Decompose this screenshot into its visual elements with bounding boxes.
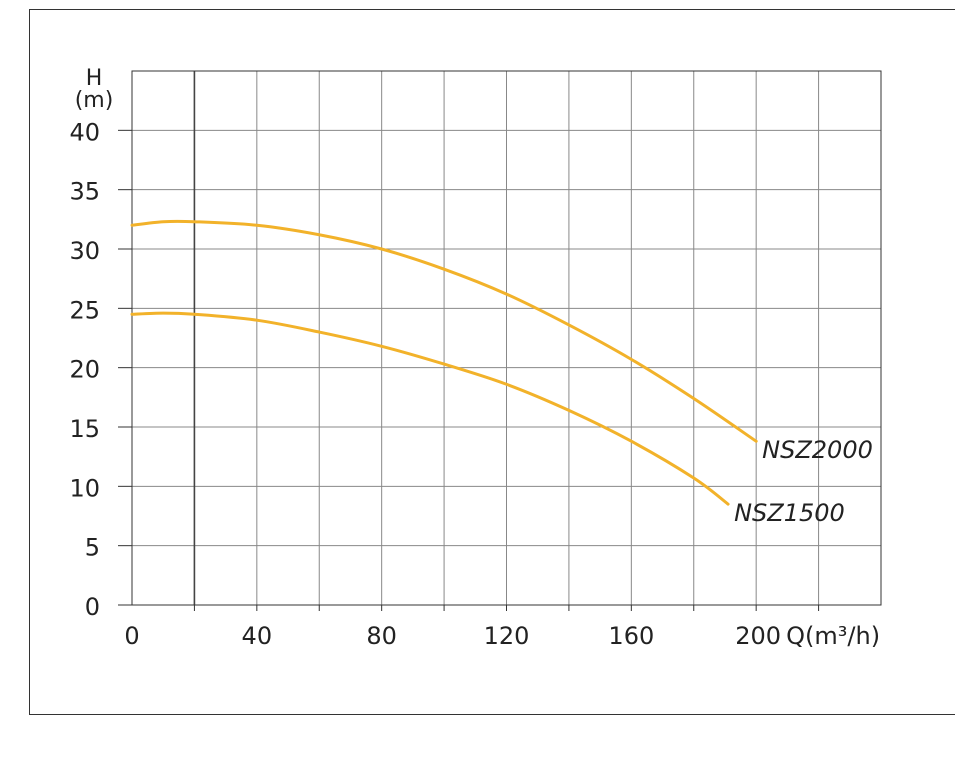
y-tick-label: 20 <box>69 356 100 384</box>
y-tick-label: 35 <box>69 178 100 206</box>
x-tick-label: 40 <box>242 622 273 650</box>
y-tick-labels: 0 5 10 15 20 25 30 35 40 <box>69 118 100 621</box>
series-label-nsz2000: NSZ2000 <box>762 436 873 464</box>
y-tick-label: 40 <box>69 118 100 146</box>
curve-nsz2000 <box>130 219 758 443</box>
y-tick-label: 10 <box>69 474 100 502</box>
x-axis-label: Q(m³/h) <box>786 622 880 650</box>
y-tick-label: 15 <box>69 415 100 443</box>
y-tick-label: 30 <box>69 237 100 265</box>
x-tick-label: 200 <box>735 622 781 650</box>
curve-nsz1500 <box>130 311 730 506</box>
y-tick-label: 25 <box>69 296 100 324</box>
chart-frame <box>29 9 955 715</box>
curves <box>130 219 758 506</box>
y-axis-unit: (m) <box>75 88 114 113</box>
x-tick-label: 120 <box>484 622 530 650</box>
y-tick-label: 0 <box>85 593 100 621</box>
axes <box>118 129 820 611</box>
x-tick-label: 160 <box>608 622 654 650</box>
x-tick-label: 80 <box>366 622 397 650</box>
series-label-nsz1500: NSZ1500 <box>734 499 845 527</box>
x-tick-label: 0 <box>124 622 139 650</box>
series-labels: NSZ2000 NSZ1500 <box>734 436 873 527</box>
y-axis-label: H <box>86 66 103 91</box>
y-tick-label: 5 <box>85 534 100 562</box>
grid-lines <box>132 71 881 605</box>
x-tick-labels: 0 40 80 120 160 200 <box>124 622 781 650</box>
